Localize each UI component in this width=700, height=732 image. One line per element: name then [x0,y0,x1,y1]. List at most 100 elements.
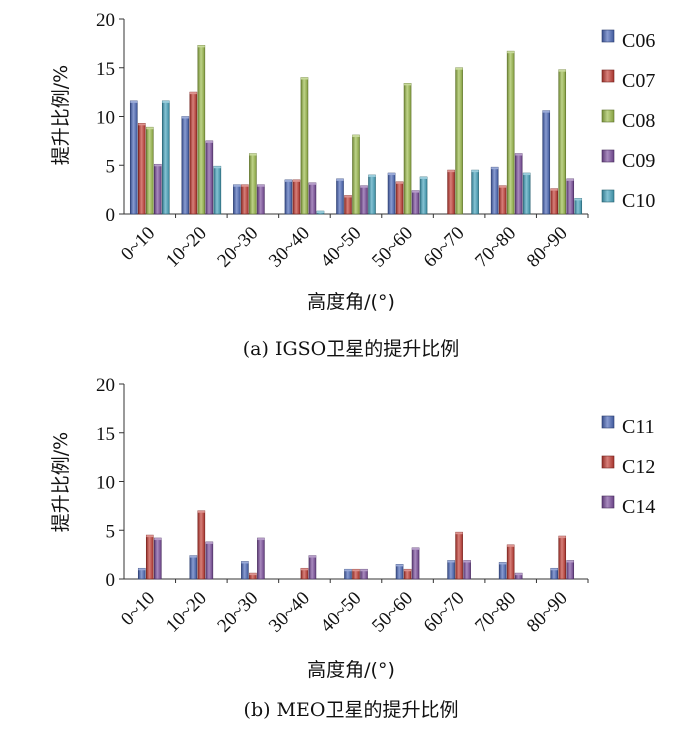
bar-c06-50~60 [387,172,396,215]
bar-c10-70~80 [522,172,531,215]
bar-c06-0~10 [129,100,138,215]
bar-cap [499,562,507,565]
y-tick-label: 15 [96,59,115,80]
y-axis-label: 提升比例/% [50,432,72,532]
legend-label-c07: C07 [622,70,655,92]
chart-meo: 提升比例/% 高度角/(°) (b) MEO卫星的提升比例 0 5 10 15 20 0~… [50,375,655,721]
bar-cap [197,45,205,48]
bar-cap [523,173,531,176]
chart-caption: (b) MEO卫星的提升比例 [244,699,459,721]
x-tick-label: 10~20 [162,223,211,272]
bar-c08-80~90 [558,69,567,215]
bar-c14-80~90 [566,560,575,580]
bar-c06-40~50 [336,178,344,215]
bar-cap [404,569,412,572]
bar-cap [241,184,249,187]
bar-cap [396,181,404,184]
x-tick-label: 80~90 [523,588,572,637]
bar-cap [515,153,523,156]
bar-cap [308,182,316,185]
x-tick-label: 70~80 [471,588,520,637]
y-tick-label: 0 [106,570,116,591]
y-tick-label: 20 [96,10,115,31]
bar-c07-20~30 [241,184,249,215]
bar-c11-60~70 [447,560,455,580]
legend-swatch-c09 [601,149,615,163]
bar-cap [550,568,558,571]
bar-cap [368,175,376,177]
bar-c09-50~60 [411,190,420,215]
bar-cap [249,573,257,576]
bar-c08-60~70 [455,67,463,215]
bar-c08-70~80 [506,50,515,215]
bar-c06-80~90 [542,110,551,215]
legend-label-c11: C11 [622,416,655,438]
x-tick-label: 0~10 [117,223,159,265]
bar-c12-60~70 [455,531,463,580]
bar-c12-10~20 [197,510,206,580]
bar-c07-10~20 [189,91,198,215]
bar-c08-0~10 [145,126,154,215]
bar-cap [412,547,420,550]
bar-cap [471,170,479,173]
legend-label-c09: C09 [622,150,655,172]
x-tick-label: 40~50 [317,588,366,637]
legend-swatch-c10 [601,189,615,203]
bar-cap [447,170,455,173]
bar-c14-0~10 [153,537,162,580]
bar-cap [138,568,146,571]
y-tick-label: 5 [106,521,116,542]
bar-cap [284,179,292,182]
bar-c14-60~70 [463,560,471,580]
bar-c11-70~80 [498,562,507,580]
x-tick-label: 40~50 [317,223,366,272]
bar-c11-50~60 [395,564,404,580]
bar-cap [300,77,308,80]
bar-c10-50~60 [419,176,428,215]
bar-c08-10~20 [197,45,206,215]
bar-cap [447,560,455,563]
legend-swatch-c08 [601,109,615,123]
bar-c06-20~30 [233,184,241,215]
y-tick-label: 20 [96,375,115,396]
bar-c10-60~70 [471,169,479,215]
x-tick-label: 20~30 [213,588,262,637]
bar-cap [396,564,404,567]
bar-cap [491,167,499,170]
bar-cap [189,555,197,558]
bar-c09-10~20 [205,140,214,215]
bar-c08-30~40 [300,77,309,215]
legend-label-c06: C06 [622,30,655,52]
chart-igso: 提升比例/% 高度角/(°) (a) IGSO卫星的提升比例 0 5 10 15 20 0… [50,10,655,360]
bar-cap [352,569,360,572]
bar-cap [352,135,360,138]
legend-swatch-c06 [601,29,615,43]
bar-c14-10~20 [205,541,214,580]
bar-cap [360,185,368,188]
bar-cap [507,51,515,54]
bar-cap [566,178,574,181]
bar-cap [154,164,162,167]
x-tick-label: 30~40 [265,588,314,637]
bar-cap [388,173,396,176]
x-axis-label: 高度角/(°) [307,659,395,681]
bar-c07-70~80 [498,185,507,215]
bar-cap [558,536,566,539]
legend-label-c08: C08 [622,110,655,132]
bar-cap [138,123,146,126]
bar-c09-40~50 [360,185,368,215]
y-tick-label: 10 [96,473,115,494]
bar-cap [233,184,241,187]
bar-cap [130,100,138,103]
chart-caption: (a) IGSO卫星的提升比例 [243,338,459,360]
bar-c07-60~70 [447,169,455,215]
bar-cap [344,569,352,572]
bar-c09-30~40 [308,182,317,215]
bar-cap [360,569,368,572]
bar-cap [292,179,300,182]
bar-cap [499,185,507,188]
bar-cap [336,178,344,181]
bar-cap [146,127,154,130]
bar-c09-80~90 [566,178,575,215]
bar-c10-40~50 [368,174,376,215]
